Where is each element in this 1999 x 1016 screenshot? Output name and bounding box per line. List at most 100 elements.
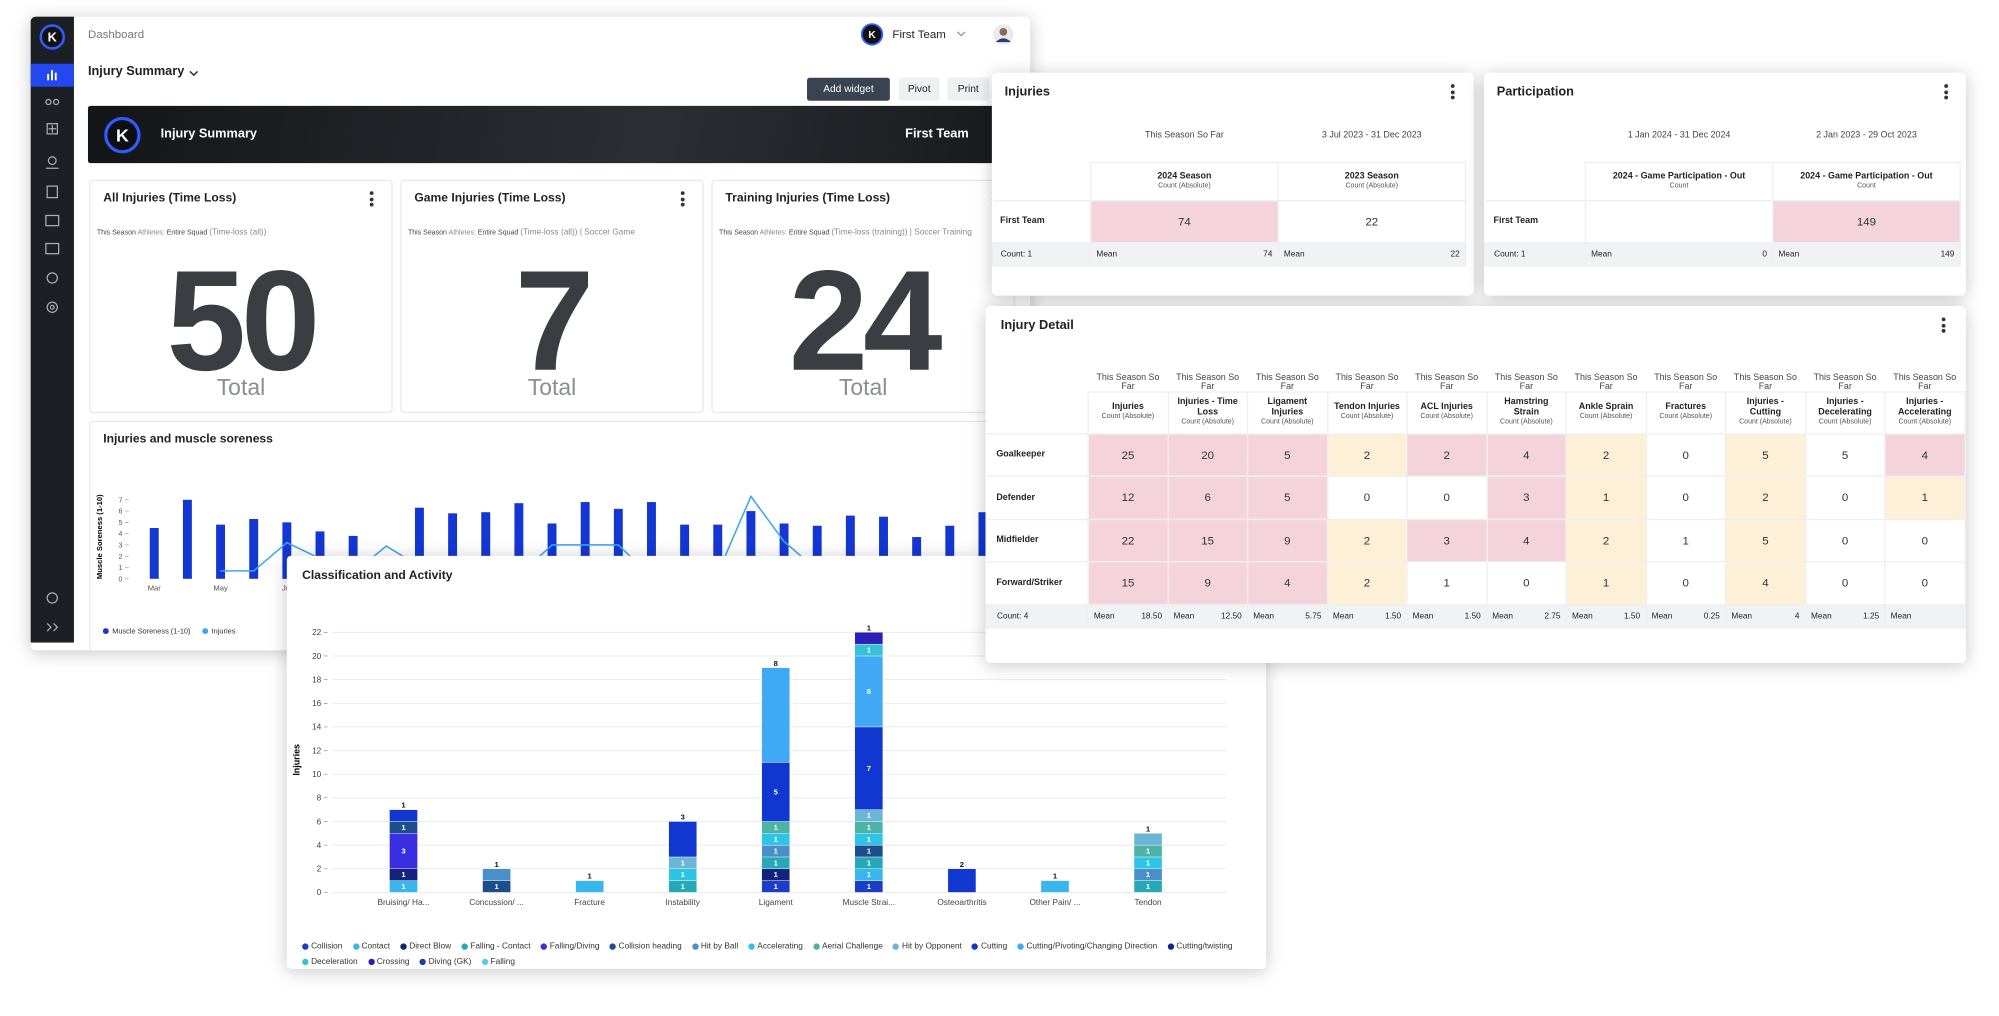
legend-item[interactable]: Accelerating — [748, 942, 803, 951]
bar-segment — [668, 821, 697, 858]
mean-label: Mean — [1492, 611, 1514, 621]
column-header: Injuries Count (Absolute) — [1087, 390, 1169, 435]
kpi-unit: Total — [527, 374, 577, 401]
bar-segment — [482, 868, 511, 881]
mean-cell: Mean 149 — [1772, 241, 1961, 266]
team-switcher[interactable]: K — [859, 23, 1025, 48]
legend-marker — [748, 943, 755, 950]
legend-item[interactable]: Cutting — [972, 942, 1007, 951]
menu[interactable] — [1941, 317, 1946, 334]
dashboard-chevron[interactable] — [189, 69, 199, 79]
add-widget-button[interactable]: Add widget — [807, 77, 890, 101]
mean-cell: Mean — [1884, 603, 1966, 628]
cell: 4 — [1246, 560, 1328, 605]
column-name: Ankle Sprain — [1578, 403, 1634, 413]
legend-item[interactable]: Cutting/twisting — [1167, 942, 1233, 951]
cell: 1 — [1884, 475, 1966, 520]
column-sub: Count (Absolute) — [1101, 413, 1155, 422]
legend-item[interactable]: Direct Blow — [400, 942, 451, 951]
cell: 1 — [1565, 475, 1647, 520]
legend-item[interactable]: Falling - Contact — [461, 942, 531, 951]
data-label: 1 — [774, 847, 779, 856]
legend-marker — [461, 943, 468, 950]
filter-season: This Season — [96, 229, 136, 238]
bar — [779, 523, 789, 579]
bar — [282, 522, 292, 579]
mean-cell: Mean 0 — [1584, 241, 1774, 266]
row-label: Midfielder — [986, 518, 1089, 563]
header-row: 2024 - Game Participation - Out Count 2024… — [1484, 161, 1961, 201]
data-label: 1 — [1146, 870, 1151, 879]
menu[interactable] — [1450, 84, 1455, 101]
legend-item[interactable]: Falling/Diving — [540, 942, 599, 951]
menu[interactable] — [369, 191, 374, 208]
cell: 0 — [1645, 432, 1727, 477]
data-label: 1 — [681, 870, 686, 879]
team-name[interactable]: First Team — [892, 28, 946, 41]
legend-label: Injuries — [212, 627, 236, 636]
column-sub: Count (Absolute) — [1500, 418, 1553, 427]
range-label: This Season So Far — [1813, 372, 1877, 391]
legend-item[interactable]: Collision — [302, 942, 342, 951]
kpi-title: Training Injuries (Time Loss) — [725, 191, 891, 206]
legend-marker — [419, 958, 427, 965]
dashboard-title[interactable]: Injury Summary — [87, 65, 185, 80]
pivot-button[interactable]: Pivot — [898, 77, 940, 101]
kpi-unit: Total — [838, 374, 888, 401]
legend-label: Diving (GK) — [428, 957, 472, 967]
bar-segment — [1040, 880, 1070, 893]
y-tick-label: 22 — [312, 628, 322, 637]
bar — [514, 503, 524, 579]
bar — [713, 524, 723, 579]
kpi-title: All Injuries (Time Loss) — [103, 191, 237, 206]
x-tick-label: Other Pain/ ... — [1029, 898, 1080, 907]
bar — [315, 531, 325, 579]
kpi-filter: This Season Athletes: Entire Squad (Time… — [408, 228, 635, 237]
mean-value: 74 — [1263, 249, 1273, 259]
column-header: Ankle Sprain Count (Absolute) — [1565, 390, 1647, 435]
column-header: Injuries - Time Loss Count (Absolute) — [1167, 390, 1249, 435]
banner-logo: K — [104, 116, 141, 154]
column-name: Injuries — [1112, 403, 1144, 413]
cell: 5 — [1804, 432, 1886, 477]
legend-item[interactable]: Diving (GK) — [419, 957, 472, 967]
column-header: Injuries - Cutting Count (Absolute) — [1724, 390, 1806, 435]
legend-item[interactable]: Collision heading — [609, 942, 682, 951]
mean-value: 1.50 — [1384, 611, 1402, 621]
legend-item[interactable]: Deceleration — [302, 957, 358, 966]
legend-item[interactable]: Falling — [481, 957, 515, 966]
row-label: Defender — [986, 475, 1089, 520]
dashboard-window: K Dashboard K First Team Injury Summary — [30, 16, 1031, 651]
cell: 4 — [1724, 560, 1806, 605]
cell: 5 — [1246, 432, 1328, 477]
data-label: 6 — [867, 687, 871, 696]
bar-segment — [761, 762, 790, 822]
cell: 4 — [1485, 432, 1567, 477]
cell: 12 — [1087, 475, 1169, 520]
y-tick-label: 5 — [118, 520, 122, 527]
kpi-unit: Total — [216, 374, 266, 401]
kpi-card: Game Injuries (Time Loss) This Season Ath… — [400, 179, 704, 414]
legend-item[interactable]: Contact — [352, 942, 390, 951]
range-row: This Season So Far 3 Jul 2023 - 31 Dec 20… — [993, 111, 1466, 162]
legend-item[interactable]: Aerial Challenge — [813, 942, 883, 951]
menu[interactable] — [1944, 84, 1949, 101]
print-button[interactable]: Print — [947, 77, 990, 101]
data-label: 1 — [867, 823, 872, 832]
data-label: 1 — [401, 823, 406, 832]
row-label: Forward/Striker — [986, 560, 1089, 605]
legend-item[interactable]: Hit by Opponent — [893, 942, 962, 951]
filter-athletes: Entire Squad — [788, 229, 830, 238]
legend-item[interactable]: Hit by Ball — [691, 942, 738, 951]
menu[interactable] — [680, 191, 685, 208]
column-sub: Count (Absolute) — [1261, 418, 1314, 427]
filter-extra: (Time-loss (all)) — [209, 228, 267, 238]
legend-item[interactable]: Crossing — [367, 957, 410, 967]
mean-cell: Mean 0.25 — [1645, 603, 1727, 628]
blank — [986, 353, 1088, 391]
column-header: Fractures Count (Absolute) — [1645, 390, 1727, 435]
legend-label: Crossing — [376, 957, 410, 967]
panel-title: Participation — [1496, 85, 1574, 100]
legend-item[interactable]: Cutting/Pivoting/Changing Direction — [1017, 942, 1157, 951]
